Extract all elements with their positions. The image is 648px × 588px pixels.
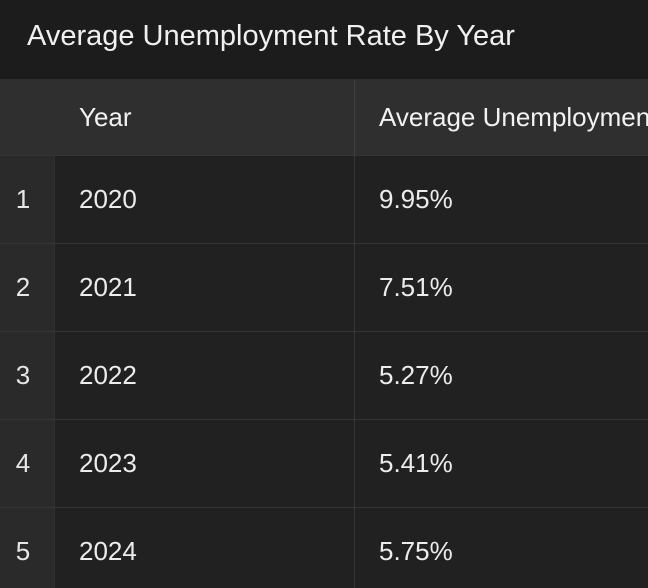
table-row[interactable]: 1 2020 9.95% [0, 156, 648, 244]
table-row[interactable]: 5 2024 5.75% [0, 508, 648, 588]
row-index-cell: 4 [0, 420, 55, 507]
title-bar: Average Unemployment Rate By Year [0, 0, 648, 80]
row-index-cell: 1 [0, 156, 55, 243]
rate-cell[interactable]: 5.75% [379, 536, 453, 566]
data-table: Year Average Unemployment Rate 1 2020 9.… [0, 80, 648, 588]
year-cell[interactable]: 2022 [55, 332, 355, 419]
header-year-cell[interactable]: Year [55, 80, 355, 155]
page-title: Average Unemployment Rate By Year [27, 20, 515, 52]
row-index-cell: 5 [0, 508, 55, 588]
table-row[interactable]: 4 2023 5.41% [0, 420, 648, 508]
row-index-cell: 2 [0, 244, 55, 331]
rate-cell[interactable]: 5.27% [379, 360, 453, 390]
rate-cell[interactable]: 5.41% [379, 448, 453, 478]
year-cell[interactable]: 2024 [55, 508, 355, 588]
year-cell[interactable]: 2023 [55, 420, 355, 507]
header-index-cell [0, 80, 55, 155]
table-header-row: Year Average Unemployment Rate [0, 80, 648, 156]
rate-cell[interactable]: 7.51% [379, 272, 453, 302]
row-index-cell: 3 [0, 332, 55, 419]
table-row[interactable]: 2 2021 7.51% [0, 244, 648, 332]
year-cell[interactable]: 2020 [55, 156, 355, 243]
table-row[interactable]: 3 2022 5.27% [0, 332, 648, 420]
header-rate-cell[interactable]: Average Unemployment Rate [379, 102, 648, 132]
rate-cell[interactable]: 9.95% [379, 184, 453, 214]
year-cell[interactable]: 2021 [55, 244, 355, 331]
